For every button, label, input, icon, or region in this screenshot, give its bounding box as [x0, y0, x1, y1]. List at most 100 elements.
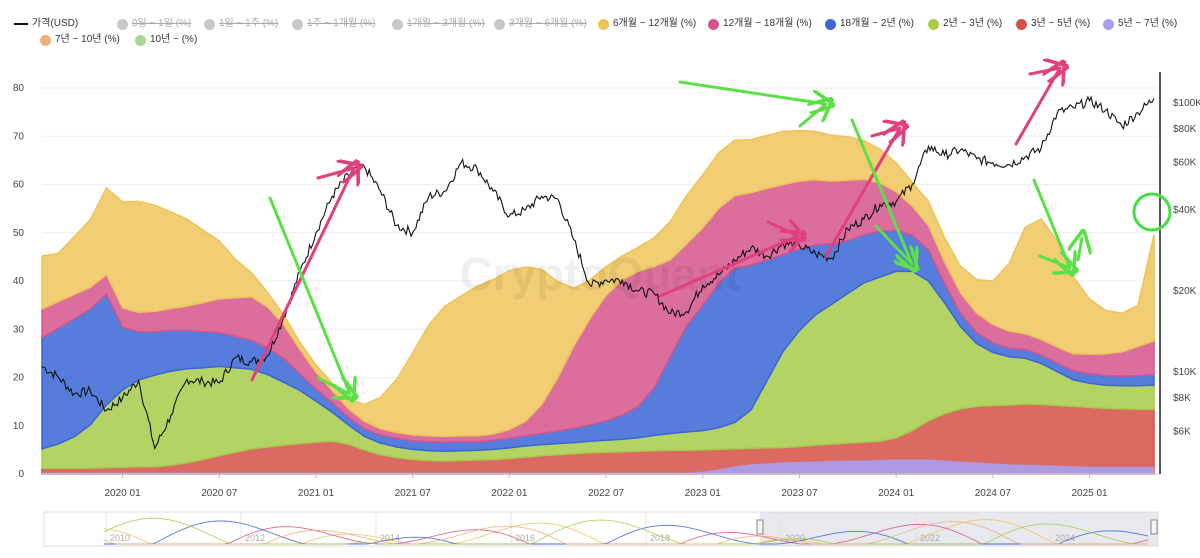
legend-marker-icon: [292, 18, 303, 30]
green-arrow-annotation: [268, 196, 350, 394]
legend-marker-icon: [928, 18, 939, 30]
chart-legend: 가격(USD) 0일 ~ 1일 (%) 1일 ~ 1주 (%) 1주 ~ 1개월 (%…: [0, 0, 1200, 58]
legend-label: 가격(USD): [32, 18, 79, 29]
legend-marker-icon: [708, 18, 719, 30]
green-arrow-annotation: [1078, 238, 1082, 262]
legend-label: 18개월 ~ 2년 (%): [840, 18, 915, 29]
x-tick-label: 2024 01: [878, 488, 915, 499]
area-series: [42, 459, 1154, 474]
legend-item[interactable]: 1일 ~ 1주 (%): [204, 17, 278, 31]
pink-arrow-annotation: [1014, 68, 1060, 146]
annotations: [250, 68, 1172, 394]
x-tick-label: 2022 01: [491, 488, 528, 499]
y-left-tick-label: 40: [13, 276, 25, 287]
legend-item[interactable]: 0일 ~ 1일 (%): [117, 17, 191, 31]
legend-item[interactable]: 10년 ~ (%): [135, 33, 197, 47]
y-right-tick-label: $10K: [1173, 367, 1197, 378]
green-arrow-annotation: [798, 104, 826, 128]
legend-marker-icon: [494, 18, 505, 30]
x-tick-label: 2021 07: [395, 488, 432, 499]
legend-item[interactable]: 3년 ~ 5년 (%): [1016, 17, 1090, 31]
y-right-tick-label: $40K: [1173, 205, 1197, 216]
y-left-tick-label: 60: [13, 180, 25, 191]
legend-marker-icon: [14, 23, 28, 25]
legend-item[interactable]: 18개월 ~ 2년 (%): [825, 17, 914, 31]
legend-label: 1주 ~ 1개월 (%): [307, 18, 376, 29]
navigator-handle[interactable]: [1150, 519, 1158, 535]
legend-item[interactable]: 1개월 ~ 3개월 (%): [392, 17, 485, 31]
x-tick-label: 2025 01: [1071, 488, 1108, 499]
legend-item[interactable]: 7년 ~ 10년 (%): [40, 33, 120, 47]
green-arrow-annotation: [1038, 256, 1070, 268]
legend-item[interactable]: 가격(USD): [14, 17, 78, 31]
watermark: CryptoQuant: [459, 248, 740, 300]
navigator-year-label: 2014: [380, 533, 400, 543]
y-left-tick-label: 30: [13, 324, 25, 335]
price-line-path: [41, 95, 1155, 450]
navigator-year-label: 2024: [1055, 533, 1075, 543]
legend-label: 0일 ~ 1일 (%): [132, 18, 192, 29]
legend-item[interactable]: 2년 ~ 3년 (%): [928, 17, 1002, 31]
y-left-tick-label: 70: [13, 131, 25, 142]
legend-label: 2년 ~ 3년 (%): [943, 18, 1003, 29]
pink-arrow-annotation: [250, 168, 354, 382]
y-left-tick-label: 0: [18, 469, 24, 480]
navigator[interactable]: 2010 2012 2014 2016 2018 2020 2022 2024: [43, 511, 1159, 547]
x-tick-label: 2022 07: [588, 488, 625, 499]
navigator-year-label: 2020: [785, 533, 805, 543]
pink-arrow-annotation: [658, 236, 798, 298]
y-right-tick-label: $6K: [1173, 427, 1191, 438]
legend-label: 1개월 ~ 3개월 (%): [407, 18, 485, 29]
legend-item[interactable]: 12개월 ~ 18개월 (%): [708, 17, 812, 31]
y-left-tick-label: 80: [13, 83, 25, 94]
y-right-tick-label: $100K: [1173, 98, 1200, 109]
pink-arrow-annotation: [316, 168, 354, 178]
legend-marker-icon: [40, 34, 51, 46]
green-arrow-annotation: [850, 118, 912, 264]
green-arrow-annotation: [678, 80, 826, 104]
x-tick-label: 2020 01: [105, 488, 142, 499]
legend-item[interactable]: 5년 ~ 7년 (%): [1103, 17, 1177, 31]
y-right-tick-label: $80K: [1173, 124, 1197, 135]
legend-item[interactable]: 6개월 ~ 12개월 (%): [598, 17, 696, 31]
legend-item[interactable]: 1주 ~ 1개월 (%): [292, 17, 375, 31]
legend-marker-icon: [392, 18, 403, 30]
y-left-tick-label: 10: [13, 421, 25, 432]
legend-item[interactable]: 3개월 ~ 6개월 (%): [494, 17, 587, 31]
pink-arrow-annotation: [766, 222, 798, 236]
x-tick-label: 2023 07: [781, 488, 818, 499]
navigator-year-label: 2012: [245, 533, 265, 543]
green-circle-annotation: [1132, 192, 1172, 232]
navigator-selection[interactable]: [760, 512, 1158, 546]
axes: 0 10 20 30 40 50 60 70 80 $6K $8K $10K $20K $40K $60K $…: [13, 72, 1200, 499]
navigator-year-label: 2022: [920, 533, 940, 543]
x-tick-label: 2021 01: [298, 488, 335, 499]
navigator-handle[interactable]: [756, 519, 764, 535]
green-arrow-annotation: [316, 376, 350, 394]
x-tick-label: 2023 01: [685, 488, 722, 499]
legend-marker-icon: [117, 18, 128, 30]
x-tick-label: 2024 07: [975, 488, 1012, 499]
legend-label: 10년 ~ (%): [150, 34, 198, 45]
legend-label: 12개월 ~ 18개월 (%): [723, 18, 812, 29]
navigator-year-label: 2010: [110, 533, 130, 543]
y-left-tick-label: 20: [13, 373, 25, 384]
legend-marker-icon: [1016, 18, 1027, 30]
pink-arrow-annotation: [824, 128, 900, 258]
legend-label: 6개월 ~ 12개월 (%): [613, 18, 697, 29]
legend-label: 5년 ~ 7년 (%): [1118, 18, 1178, 29]
legend-marker-icon: [598, 18, 609, 30]
green-arrow-annotation: [874, 224, 912, 264]
navigator-series-line: [103, 517, 1148, 545]
navigator-series-line: [103, 521, 1148, 545]
y-right-tick-label: $8K: [1173, 393, 1191, 404]
legend-marker-icon: [204, 18, 215, 30]
pink-arrow-annotation: [870, 128, 900, 136]
x-tick-label: 2020 07: [201, 488, 238, 499]
legend-label: 1일 ~ 1주 (%): [219, 18, 279, 29]
y-right-tick-label: $60K: [1173, 158, 1197, 169]
stacked-areas: [41, 129, 1155, 475]
pink-arrow-annotation: [1028, 68, 1060, 74]
legend-marker-icon: [825, 18, 836, 30]
